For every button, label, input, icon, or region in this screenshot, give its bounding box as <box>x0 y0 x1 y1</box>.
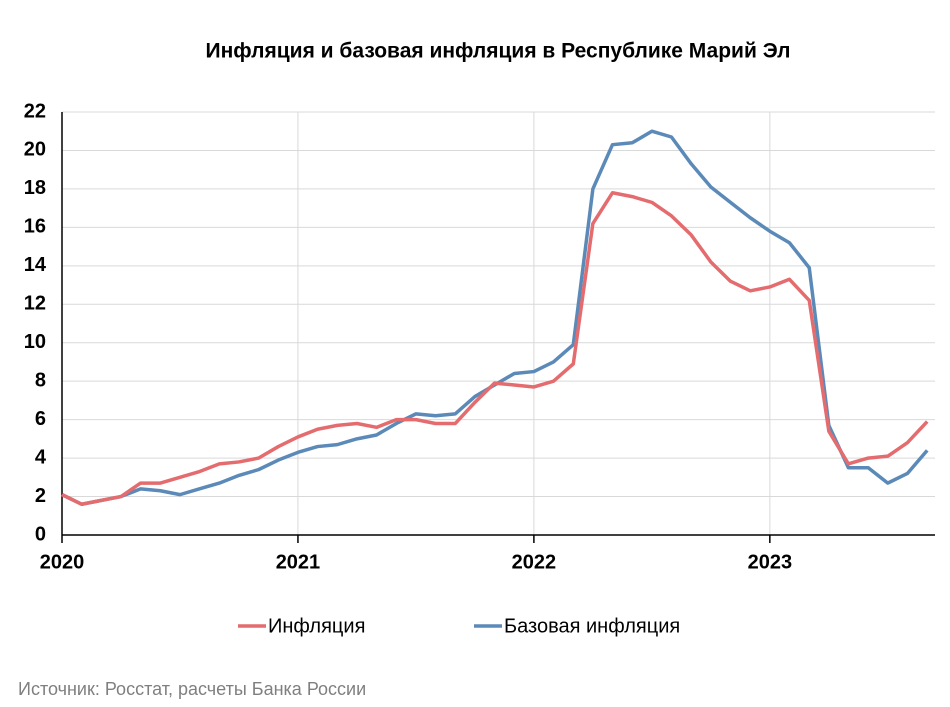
chart-title: Инфляция и базовая инфляция в Республике… <box>206 40 791 63</box>
x-tick-label: 2020 <box>40 551 85 573</box>
y-tick-label: 2 <box>35 485 46 507</box>
y-tick-label: 12 <box>24 293 46 315</box>
line <box>61 191 929 506</box>
y-tick-label: 18 <box>24 177 46 199</box>
x-tick-label: 2022 <box>512 551 557 573</box>
y-tick-label: 6 <box>35 408 46 430</box>
source: Источник: Росстат, расчеты Банка России <box>18 679 366 699</box>
y-tick-label: 14 <box>24 254 47 276</box>
line <box>61 129 929 506</box>
x-tick-label: 2021 <box>276 551 321 573</box>
y-tick-label: 22 <box>24 100 46 122</box>
y-tick-label: 4 <box>35 446 47 468</box>
y-tick-label: 8 <box>35 369 46 391</box>
legend-label: Инфляция <box>268 615 365 637</box>
legend-label: Базовая инфляция <box>504 615 680 637</box>
y-tick-label: 10 <box>24 331 46 353</box>
x-tick-label: 2023 <box>748 551 793 573</box>
y-tick-label: 20 <box>24 139 46 161</box>
y-tick-label: 0 <box>35 523 46 545</box>
y-tick-label: 16 <box>24 216 46 238</box>
